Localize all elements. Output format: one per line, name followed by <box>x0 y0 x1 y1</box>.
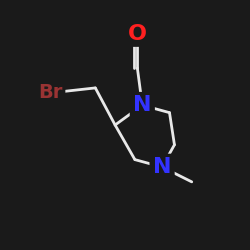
Text: O: O <box>128 24 147 44</box>
Text: N: N <box>153 157 171 177</box>
Text: N: N <box>133 95 152 115</box>
Text: Br: Br <box>39 83 63 102</box>
